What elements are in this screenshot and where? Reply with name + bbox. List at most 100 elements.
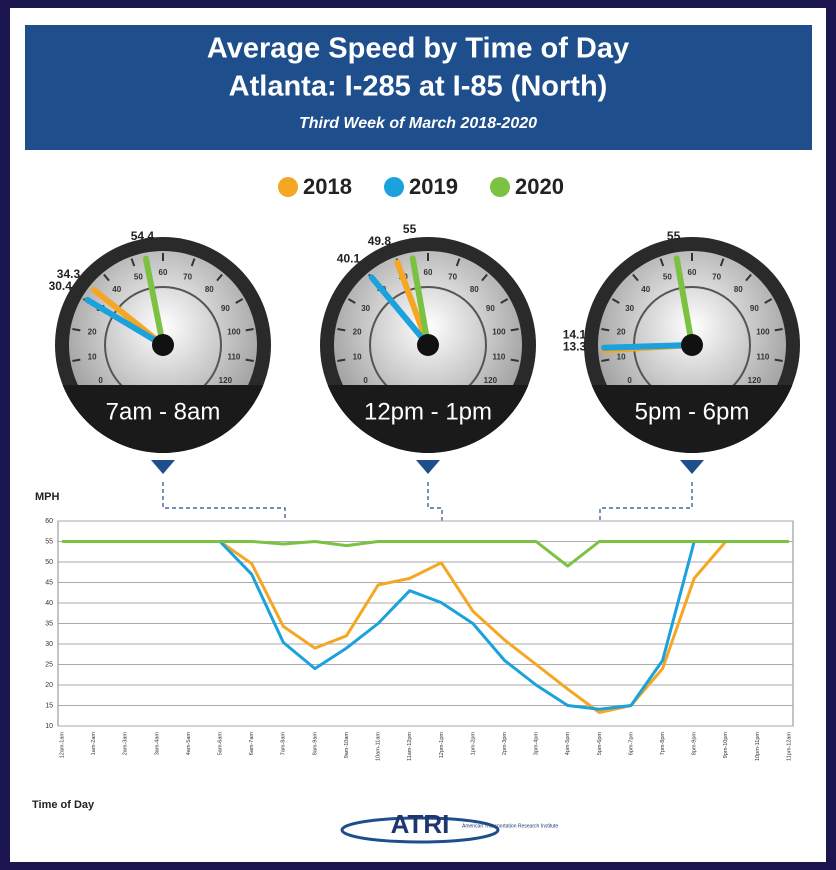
x-tick-label: 8pm-9pm	[692, 732, 698, 756]
gauge-tick	[510, 358, 519, 362]
pointers	[151, 460, 704, 474]
gauge-tick	[719, 258, 725, 267]
gauge-tick-label: 90	[750, 304, 759, 313]
gauge-needle	[142, 255, 166, 348]
gauge-tick-label: 100	[492, 328, 506, 337]
gauge-tick	[130, 258, 136, 267]
gauge-tick-label: 20	[353, 328, 362, 337]
gauge-tick-label: 80	[205, 285, 214, 294]
y-tick-label: 40	[45, 600, 53, 607]
gauge-needle	[368, 274, 431, 348]
legend-swatch	[384, 177, 404, 197]
gauge-tick	[510, 328, 519, 332]
x-tick-label: 6am-7am	[249, 732, 255, 756]
x-tick-label: 10am-11am	[376, 732, 382, 761]
x-axis-label: Time of Day	[32, 799, 95, 811]
x-tick-label: 10pm-11pm	[755, 732, 761, 761]
gauge-tick-label: 0	[627, 376, 632, 385]
gauge-tick-label: 10	[88, 353, 97, 362]
gauge-tick	[72, 328, 81, 332]
y-tick-label: 35	[45, 620, 53, 627]
gauge-value-label: 55	[667, 229, 681, 243]
gauge-tick	[481, 273, 488, 282]
gauge-tick-label: 60	[688, 268, 697, 277]
gauge-label: 7am - 8am	[106, 398, 221, 425]
gauge-tick-label: 70	[712, 272, 721, 281]
gauge-tick	[347, 298, 356, 304]
gauge-label: 12pm - 1pm	[364, 398, 492, 425]
gauge-tick-label: 100	[756, 328, 770, 337]
gauge-value-label: 34.3	[57, 267, 81, 281]
y-tick-label: 10	[45, 723, 53, 730]
gauge-tick-label: 110	[756, 353, 769, 362]
gauge-tick	[245, 358, 254, 362]
y-tick-label: 55	[45, 538, 53, 545]
logo-swoosh	[340, 816, 500, 844]
gauge-hub	[417, 334, 439, 356]
x-tick-label: 1am-2am	[91, 732, 97, 756]
gauge-tick	[190, 258, 196, 267]
x-tick-label: 9am-10am	[344, 732, 350, 759]
series-line	[62, 540, 789, 568]
gauge-tick-label: 110	[492, 353, 505, 362]
gauge-needle	[84, 296, 166, 348]
x-tick-label: 12am-1am	[59, 732, 65, 759]
gauge-tick-label: 10	[617, 353, 626, 362]
logo: ATRI American Transportation Research In…	[340, 809, 558, 844]
title: Atlanta: I-285 at I-85 (North)	[229, 71, 608, 103]
gauge-tick-label: 100	[227, 328, 241, 337]
x-tick-label: 6pm-7pm	[628, 732, 634, 756]
gauge-tick	[455, 258, 461, 267]
legend-swatch	[278, 177, 298, 197]
gauge-tick	[337, 358, 346, 362]
gauge-tick	[764, 298, 773, 304]
gauge-value-label: 13.3	[563, 339, 587, 353]
y-tick-label: 60	[45, 518, 53, 525]
gauge-tick	[745, 273, 752, 282]
gauge-tick-label: 120	[484, 376, 498, 385]
gauge-tick	[235, 298, 244, 304]
x-tick-label: 1pm-2pm	[470, 732, 476, 756]
gauge-needle	[673, 255, 695, 348]
x-tick-label: 5pm-6pm	[597, 732, 603, 756]
gauge-tick	[611, 298, 620, 304]
gauge-label: 5pm - 6pm	[635, 398, 750, 425]
logo-subtitle: American Transportation Research Institu…	[462, 823, 558, 829]
subtitle: Third Week of March 2018-2020	[299, 115, 537, 132]
gauge-tick	[632, 273, 639, 282]
y-tick-label: 50	[45, 559, 53, 566]
gauge-tick	[601, 358, 610, 362]
y-tick-label: 20	[45, 682, 53, 689]
gauge-tick-label: 50	[134, 272, 143, 281]
gauge-tick-label: 70	[448, 272, 457, 281]
gauge-tick	[245, 328, 254, 332]
gauge-tick	[659, 258, 665, 267]
gauge-tick-label: 120	[748, 376, 762, 385]
gauge-tick-label: 80	[470, 285, 479, 294]
gauge-tick-label: 60	[159, 268, 168, 277]
x-tick-label: 11am-12pm	[407, 732, 413, 761]
gauge-tick-label: 40	[112, 285, 121, 294]
x-tick-label: 12pm-1pm	[439, 732, 445, 759]
gauge-tick-label: 60	[424, 268, 433, 277]
gauge-needle	[601, 342, 695, 351]
gauge-tick-label: 40	[641, 285, 650, 294]
gauge-tick	[774, 328, 783, 332]
gauge-tick	[337, 328, 346, 332]
gauge-tick-label: 20	[88, 328, 97, 337]
x-tick-label: 4am-5am	[186, 732, 192, 756]
gauge-tick	[72, 358, 81, 362]
gauge-hub	[681, 334, 703, 356]
x-tick-label: 4pm-5pm	[565, 732, 571, 756]
x-tick-label: 3pm-4pm	[534, 732, 540, 756]
gauge-tick-label: 50	[663, 272, 672, 281]
y-axis-label: MPH	[35, 491, 60, 503]
x-tick-label: 5am-6am	[217, 732, 223, 756]
gauge-value-label: 40.1	[337, 252, 361, 266]
gauge-tick-label: 20	[617, 328, 626, 337]
x-tick-label: 2am-3am	[123, 732, 129, 756]
gauge-tick-label: 30	[361, 304, 370, 313]
x-tick-label: 9pm-10pm	[723, 732, 729, 759]
gauge-tick-label: 10	[353, 353, 362, 362]
